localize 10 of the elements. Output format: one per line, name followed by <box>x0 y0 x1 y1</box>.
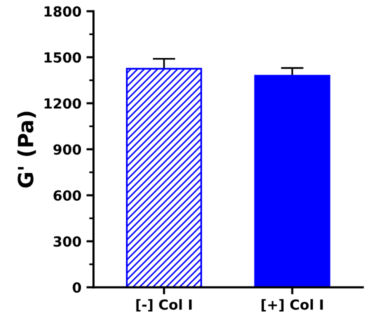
y-tick-label: 900 <box>53 144 82 155</box>
y-tick-label: 1500 <box>44 52 82 63</box>
y-tick-label: 300 <box>54 236 82 247</box>
y-tick-label: 0 <box>72 282 82 293</box>
x-tick-label: [-] Col Ⅰ <box>136 299 192 312</box>
y-axis-title: G' (Pa) <box>17 112 36 188</box>
y-tick-label: 1200 <box>44 98 82 109</box>
y-tick-label: 600 <box>54 190 82 201</box>
y-tick-label: 1800 <box>44 6 82 17</box>
x-tick-label: [+] Col Ⅰ <box>262 299 323 312</box>
